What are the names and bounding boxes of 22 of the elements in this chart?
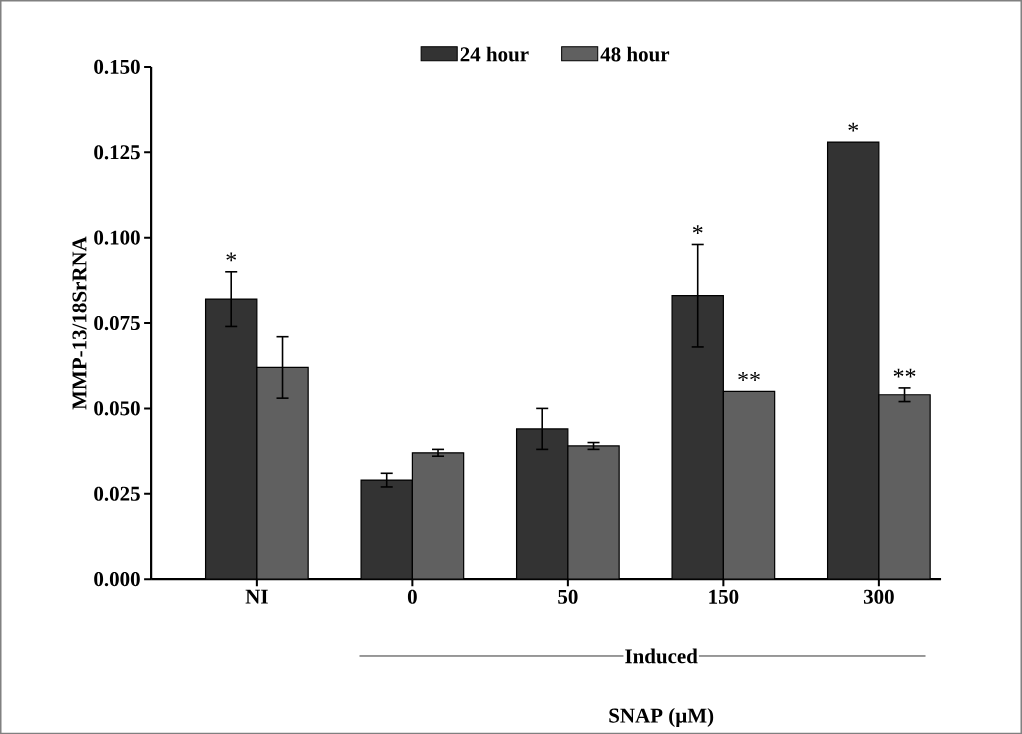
y-tick-label: 0.075 bbox=[94, 315, 140, 331]
x-tick-label: 50 bbox=[558, 589, 578, 604]
y-axis-title: MMP-13/18SrRNA bbox=[72, 236, 87, 410]
annotation: * bbox=[848, 122, 859, 132]
x-axis-title: SNAP (µM) bbox=[609, 707, 714, 727]
annotation: ** bbox=[893, 368, 916, 378]
y-tick-label: 0.025 bbox=[94, 486, 140, 501]
y-tick-label: 0.100 bbox=[94, 230, 140, 245]
x-tick-label: 150 bbox=[709, 589, 739, 604]
y-tick-label: 0.150 bbox=[94, 59, 140, 74]
x-tick-label: NI bbox=[245, 589, 268, 604]
text: Induced bbox=[625, 648, 698, 664]
x-tick-label: 300 bbox=[863, 589, 894, 604]
x-tick-label: 0 bbox=[407, 589, 417, 604]
legend-label: 48 hour bbox=[600, 46, 670, 62]
legend-label: 24 hour bbox=[460, 46, 529, 62]
y-tick-label: 0.000 bbox=[94, 571, 140, 587]
y-tick-label: 0.125 bbox=[94, 145, 140, 160]
annotation: * bbox=[692, 225, 703, 234]
y-tick-label: 0.050 bbox=[94, 401, 140, 416]
annotation: ** bbox=[738, 371, 760, 381]
annotation: * bbox=[226, 252, 237, 262]
